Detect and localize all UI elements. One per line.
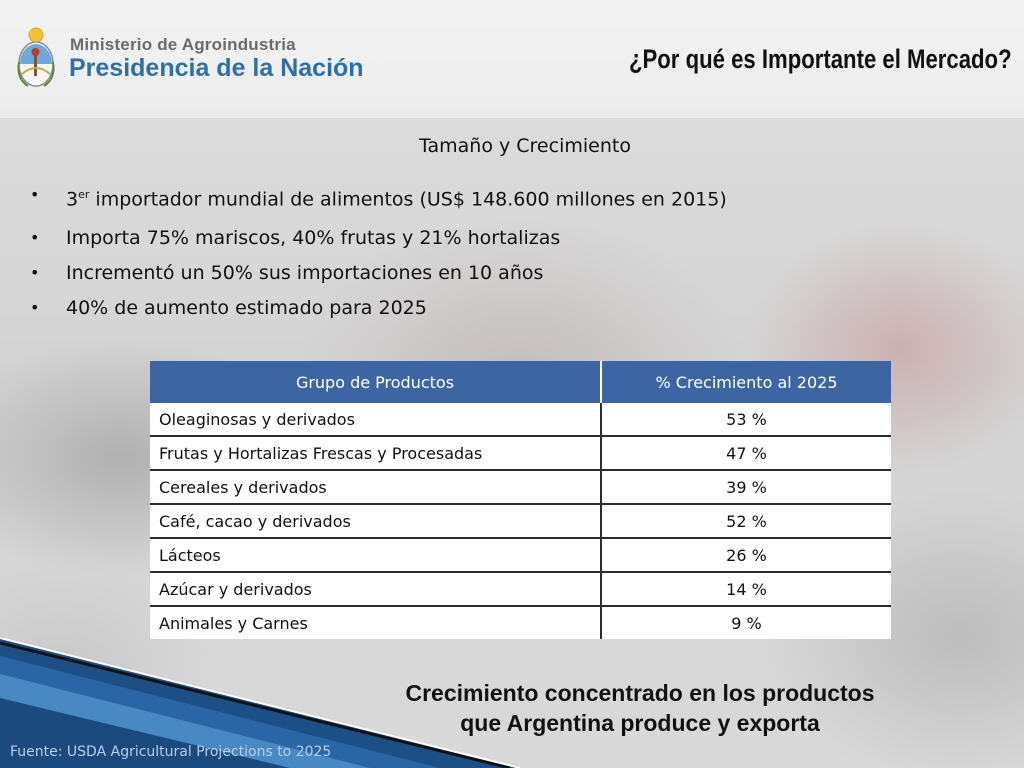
bullet-item: • 3er importador mundial de alimentos (US…	[30, 180, 727, 223]
column-header-group: Grupo de Productos	[150, 361, 602, 403]
growth-cell: 26 %	[601, 538, 891, 573]
source-citation: Fuente: USDA Agricultural Projections to…	[10, 744, 332, 760]
table-row: Café, cacao y derivados 52 %	[150, 504, 891, 539]
argentina-coat-of-arms-icon	[17, 27, 55, 87]
table-row: Lácteos 26 %	[150, 538, 891, 573]
ministry-name: Ministerio de Agroindustria	[70, 35, 296, 54]
bullet-text: importador mundial de alimentos (US$ 148…	[89, 188, 727, 211]
bullet-text: 40% de aumento estimado para 2025	[66, 297, 427, 319]
growth-cell: 9 %	[601, 606, 891, 639]
product-group-cell: Cereales y derivados	[150, 470, 602, 505]
conclusion-line: que Argentina produce y exporta	[460, 710, 820, 736]
bullet-list: • 3er importador mundial de alimentos (US…	[30, 180, 727, 328]
product-group-cell: Café, cacao y derivados	[150, 504, 602, 539]
growth-cell: 53 %	[601, 403, 891, 437]
decorative-blue-stripe	[0, 638, 520, 768]
growth-cell: 14 %	[601, 572, 891, 607]
bullet-item: • Incrementó un 50% sus importaciones en …	[30, 258, 727, 293]
section-title: Tamaño y Crecimiento	[419, 135, 631, 157]
table-row: Frutas y Hortalizas Frescas y Procesadas…	[150, 436, 891, 471]
bullet-text: 3	[66, 188, 79, 211]
growth-cell: 52 %	[601, 504, 891, 539]
bullet-dot-icon: •	[30, 298, 40, 317]
bullet-dot-icon: •	[30, 263, 40, 282]
bullet-text: Incrementó un 50% sus importaciones en 1…	[66, 262, 544, 284]
conclusion-line: Crecimiento concentrado en los productos	[405, 680, 875, 706]
bullet-item: • 40% de aumento estimado para 2025	[30, 293, 727, 328]
product-group-cell: Azúcar y derivados	[150, 572, 602, 607]
conclusion-text: Crecimiento concentrado en los productos…	[340, 678, 940, 738]
table-row: Animales y Carnes 9 %	[150, 606, 891, 639]
growth-cell: 47 %	[601, 436, 891, 471]
table-row: Oleaginosas y derivados 53 %	[150, 403, 891, 437]
product-group-cell: Animales y Carnes	[150, 606, 602, 639]
slide-header: Ministerio de Agroindustria Presidencia …	[0, 0, 1024, 118]
product-group-cell: Oleaginosas y derivados	[150, 403, 602, 437]
slide-title: ¿Por qué es Importante el Mercado?	[629, 44, 1012, 74]
product-group-cell: Lácteos	[150, 538, 602, 573]
growth-cell: 39 %	[601, 470, 891, 505]
bullet-text: Importa 75% mariscos, 40% frutas y 21% h…	[66, 227, 561, 249]
presidency-name: Presidencia de la Nación	[69, 54, 364, 82]
column-header-growth: % Crecimiento al 2025	[601, 361, 891, 403]
growth-table: Grupo de Productos % Crecimiento al 2025…	[150, 361, 891, 639]
table-row: Azúcar y derivados 14 %	[150, 572, 891, 607]
table-row: Cereales y derivados 39 %	[150, 470, 891, 505]
bullet-dot-icon: •	[30, 185, 40, 204]
table-header-row: Grupo de Productos % Crecimiento al 2025	[150, 361, 891, 403]
bullet-item: • Importa 75% mariscos, 40% frutas y 21% …	[30, 223, 727, 258]
bullet-superscript: er	[78, 188, 90, 201]
product-group-cell: Frutas y Hortalizas Frescas y Procesadas	[150, 436, 602, 471]
bullet-dot-icon: •	[30, 228, 40, 247]
